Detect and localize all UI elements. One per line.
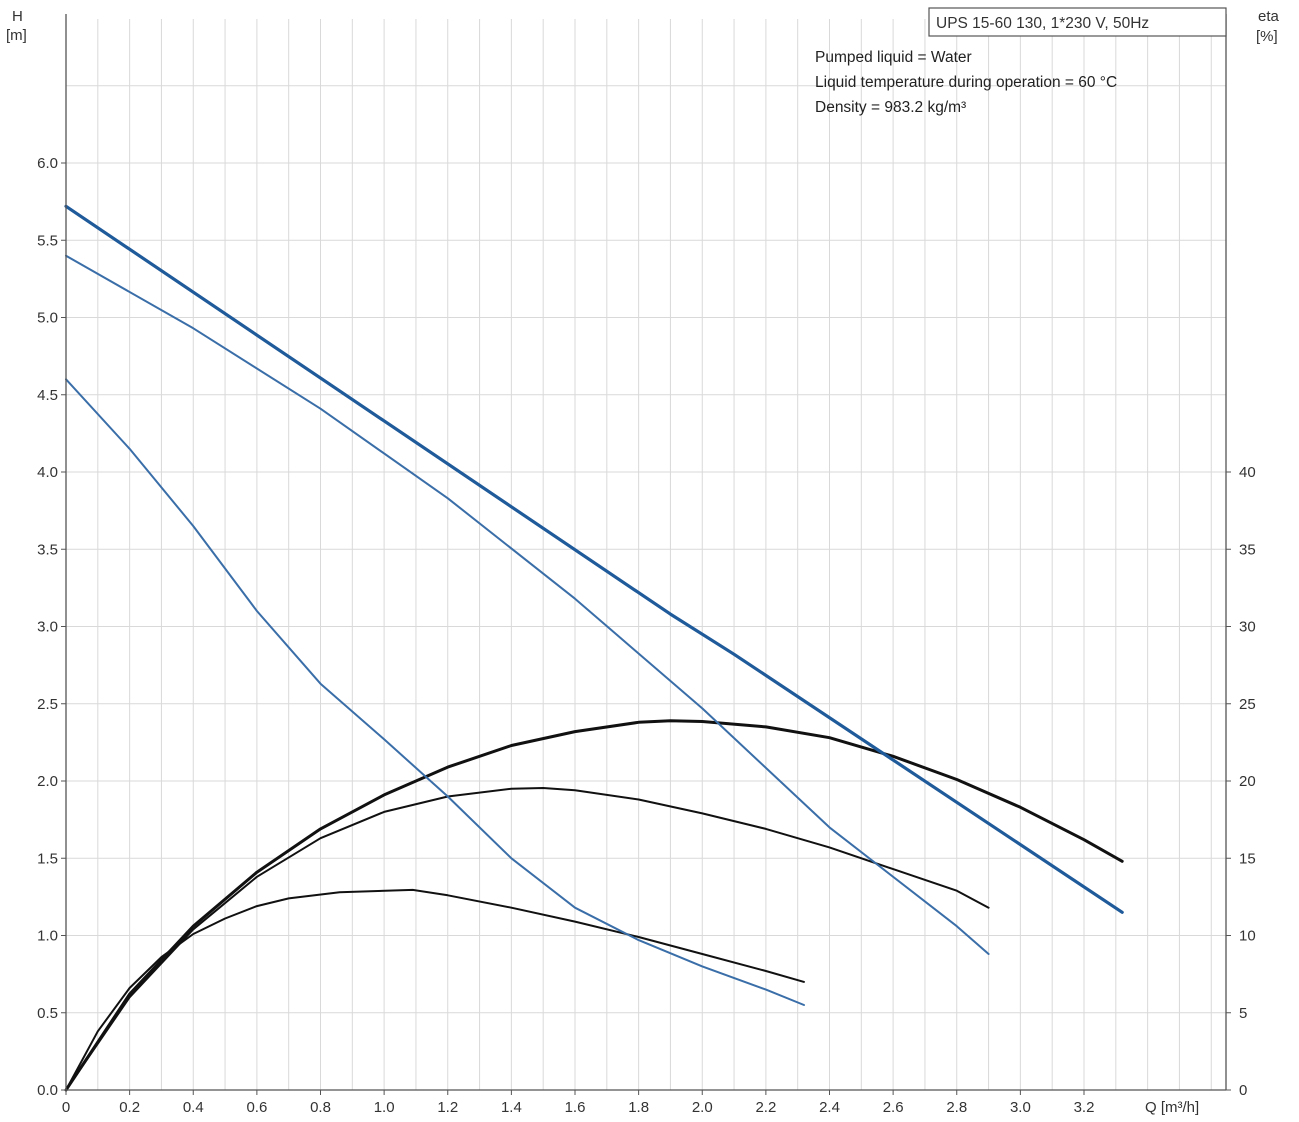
y-left-axis-title-line2: [m] [6, 27, 27, 44]
y-left-tick-label: 2.5 [37, 696, 58, 713]
x-tick-label: 2.6 [883, 1099, 904, 1116]
y-left-tick-label: 6.0 [37, 155, 58, 172]
x-tick-label: 1.4 [501, 1099, 522, 1116]
y-right-tick-label: 40 [1239, 464, 1256, 481]
x-tick-label: 2.8 [946, 1099, 967, 1116]
x-tick-label: 0.8 [310, 1099, 331, 1116]
y-left-tick-label: 5.5 [37, 232, 58, 249]
y-left-tick-label: 1.5 [37, 850, 58, 867]
y-left-tick-label: 3.5 [37, 541, 58, 558]
y-left-tick-label: 4.0 [37, 464, 58, 481]
y-right-tick-label: 35 [1239, 541, 1256, 558]
y-right-tick-label: 30 [1239, 619, 1256, 636]
x-tick-label: 0.4 [183, 1099, 204, 1116]
y-left-tick-label: 0.0 [37, 1082, 58, 1099]
labels: 0 0.2 0.4 0.6 0.8 1.0 1.2 1.4 1.6 1.8 2.0 2.2 2.4 2.6… [37, 155, 1256, 1116]
x-tick-label: 0.6 [246, 1099, 267, 1116]
note-liquid-temperature: Liquid temperature during operation = 60… [815, 74, 1117, 91]
grid [66, 19, 1226, 1090]
pump-caption: UPS 15-60 130, 1*230 V, 50Hz [936, 15, 1149, 32]
note-pumped-liquid: Pumped liquid = Water [815, 49, 972, 66]
axes [61, 14, 1231, 1095]
x-tick-label: 1.2 [437, 1099, 458, 1116]
curves [64, 204, 1124, 1092]
x-tick-label: 1.0 [374, 1099, 395, 1116]
caption-box [928, 7, 1227, 37]
efficiency-curve-speed-2 [65, 787, 990, 1091]
y-left-tick-label: 4.5 [37, 387, 58, 404]
efficiency-curve-speed-3 [64, 719, 1124, 1092]
y-right-tick-label: 10 [1239, 928, 1256, 945]
y-right-tick-label: 5 [1239, 1005, 1247, 1022]
y-left-tick-label: 3.0 [37, 619, 58, 636]
y-right-axis-title-line2: [%] [1256, 28, 1278, 45]
x-axis-title: Q [m³/h] [1145, 1099, 1199, 1116]
y-right-tick-label: 0 [1239, 1082, 1247, 1099]
head-curve-speed-2 [65, 254, 990, 955]
x-tick-label: 2.0 [692, 1099, 713, 1116]
y-left-axis-title-line1: H [12, 8, 23, 25]
x-tick-label: 1.6 [565, 1099, 586, 1116]
x-tick-label: 0.2 [119, 1099, 140, 1116]
y-left-tick-label: 5.0 [37, 310, 58, 327]
x-tick-label: 3.0 [1010, 1099, 1031, 1116]
y-left-tick-label: 1.0 [37, 928, 58, 945]
y-right-axis-title-line1: eta [1258, 8, 1280, 25]
y-right-tick-label: 15 [1239, 850, 1256, 867]
note-density: Density = 983.2 kg/m³ [815, 99, 966, 116]
head-curve-speed-1 [65, 378, 805, 1006]
x-tick-label: 1.8 [628, 1099, 649, 1116]
x-tick-label: 2.4 [819, 1099, 840, 1116]
efficiency-curve-speed-1 [65, 888, 805, 1091]
x-tick-label: 2.2 [755, 1099, 776, 1116]
y-right-tick-label: 25 [1239, 696, 1256, 713]
y-right-tick-label: 20 [1239, 773, 1256, 790]
x-tick-label: 3.2 [1074, 1099, 1095, 1116]
x-tick-label: 0 [62, 1099, 70, 1116]
y-left-tick-label: 0.5 [37, 1005, 58, 1022]
head-curve-speed-3 [64, 204, 1124, 914]
y-left-tick-label: 2.0 [37, 773, 58, 790]
